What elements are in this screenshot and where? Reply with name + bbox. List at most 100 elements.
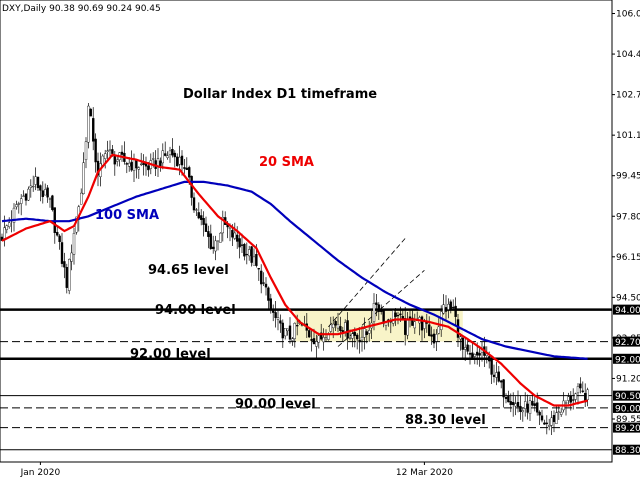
- candle-body: [247, 249, 251, 257]
- candle-body: [538, 411, 541, 416]
- candle-body: [432, 333, 436, 344]
- candle-body: [375, 302, 378, 305]
- candle-body: [29, 185, 32, 188]
- legend-100sma: 100 SMA: [95, 208, 159, 223]
- candle-body: [67, 259, 71, 291]
- y-tick-label: 106.05: [616, 10, 640, 20]
- candle-body: [84, 141, 88, 160]
- candle-body: [65, 267, 69, 288]
- candle-body: [269, 298, 272, 310]
- channel-line-2: [328, 238, 406, 328]
- candle-body: [267, 287, 270, 301]
- candle-body: [5, 225, 9, 230]
- candle-body: [32, 185, 35, 188]
- candle-body: [87, 105, 90, 143]
- candle-body: [514, 403, 517, 407]
- candle-body: [339, 326, 342, 331]
- candle-body: [552, 415, 556, 423]
- candle-body: [274, 312, 277, 318]
- candle-body: [115, 159, 119, 162]
- annotation-94-65-level: 94.65 level: [148, 263, 229, 278]
- candle-body: [108, 149, 112, 151]
- level-price-tag: [613, 444, 640, 455]
- candle-body: [579, 383, 582, 389]
- candle-body: [456, 319, 460, 338]
- candle-body: [351, 333, 354, 339]
- candle-body: [492, 374, 496, 377]
- candle-body: [139, 163, 143, 165]
- candle-body: [540, 415, 544, 421]
- candle-body: [260, 270, 263, 285]
- candle-body: [296, 325, 299, 327]
- candle-body: [536, 402, 539, 413]
- candle-body: [3, 227, 6, 239]
- candle-body: [430, 334, 433, 337]
- candle-body: [406, 319, 409, 336]
- candle-body: [461, 337, 464, 350]
- candle-body: [279, 320, 282, 324]
- candle-body: [560, 411, 563, 415]
- candle-body: [147, 165, 150, 171]
- candle-body: [454, 305, 457, 317]
- candle-body: [428, 324, 431, 336]
- candle-body: [238, 238, 241, 248]
- candle-body: [466, 344, 469, 352]
- candle-body: [284, 328, 287, 337]
- candle-body: [12, 207, 16, 223]
- candle-body: [209, 233, 213, 249]
- candle-body: [322, 337, 325, 343]
- candle-body: [20, 198, 23, 204]
- level-price-tag: [613, 336, 640, 347]
- candle-body: [171, 148, 174, 156]
- candle-body: [243, 243, 246, 257]
- candle-body: [106, 150, 109, 152]
- candle-body: [192, 197, 196, 211]
- candle-body: [512, 401, 515, 406]
- candle-body: [58, 235, 61, 243]
- candle-body: [82, 162, 85, 194]
- level-price-label: 92.00: [615, 355, 640, 365]
- candle-body: [120, 151, 124, 155]
- candle-body: [70, 252, 73, 262]
- candle-body: [56, 231, 59, 236]
- candle-body: [127, 162, 131, 167]
- x-tick-label: 12 Mar 2020: [396, 468, 453, 478]
- level-price-label: 88.30: [615, 446, 640, 456]
- candle-body: [111, 149, 114, 154]
- candle-body: [79, 192, 83, 205]
- candle-body: [187, 167, 191, 178]
- candle-body: [17, 203, 20, 205]
- candle-body: [346, 320, 349, 339]
- candle-body: [464, 347, 467, 350]
- candle-body: [543, 422, 546, 425]
- candles: [0, 103, 589, 436]
- candle-body: [197, 212, 201, 219]
- candle-body: [567, 396, 570, 401]
- candle-body: [471, 352, 474, 359]
- candle-body: [358, 339, 361, 343]
- candle-body: [401, 316, 404, 319]
- candle-body: [183, 167, 186, 169]
- x-tick-label: Jan 2020: [20, 468, 61, 478]
- candle-body: [228, 226, 232, 230]
- candle-body: [404, 318, 407, 335]
- y-tick-label: 96.15: [616, 253, 640, 263]
- candle-body: [161, 150, 165, 164]
- candle-body: [113, 155, 117, 165]
- candle-body: [533, 403, 536, 406]
- level-price-tag: [613, 304, 640, 315]
- candle-body: [39, 185, 42, 191]
- candle-body: [231, 229, 234, 238]
- candle-body: [423, 321, 426, 329]
- candle-body: [348, 336, 352, 339]
- candle-body: [449, 301, 452, 310]
- candle-body: [377, 304, 380, 312]
- candle-body: [336, 324, 340, 329]
- candle-body: [413, 321, 416, 329]
- candle-body: [332, 323, 335, 329]
- candle-body: [24, 193, 28, 201]
- candle-body: [476, 351, 479, 356]
- level-price-tag: [613, 402, 640, 413]
- candle-body: [557, 411, 560, 413]
- candle-body: [91, 118, 95, 142]
